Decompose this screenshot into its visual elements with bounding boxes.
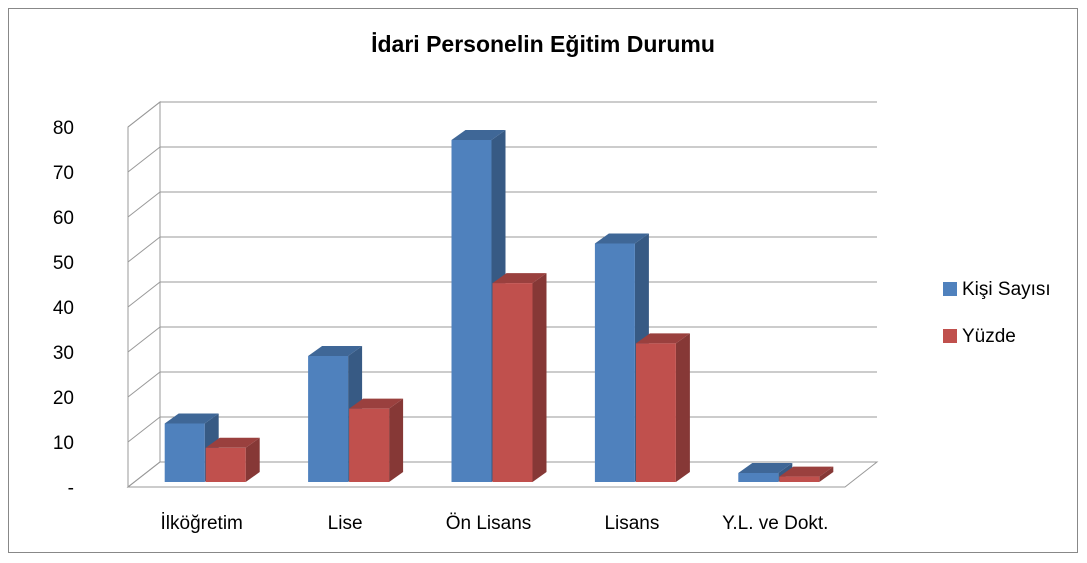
y-tick-label: 70 xyxy=(53,163,74,184)
x-tick-label: Lise xyxy=(328,513,363,534)
y-tick-label: 40 xyxy=(53,298,74,319)
bar-top xyxy=(635,333,690,344)
y-tick-label: - xyxy=(68,478,74,499)
bar-side xyxy=(389,398,404,482)
bar-top xyxy=(308,346,363,356)
bar-front xyxy=(594,243,635,482)
bar-side xyxy=(675,333,690,482)
bar-front xyxy=(779,476,820,482)
bar-top xyxy=(594,233,649,244)
x-tick-label: Ön Lisans xyxy=(446,513,532,534)
y-tick-label: 30 xyxy=(53,343,74,364)
grid-line xyxy=(127,191,877,218)
bar-front xyxy=(205,447,246,482)
bar-side xyxy=(245,437,260,482)
legend-swatch xyxy=(943,329,957,343)
bar-front xyxy=(308,356,349,482)
bar-side xyxy=(532,273,547,482)
grid-line xyxy=(127,101,877,128)
legend-label: Kişi Sayısı xyxy=(962,279,1051,300)
x-tick-label: Lisans xyxy=(604,513,659,534)
y-tick-label: 80 xyxy=(53,118,74,139)
bar-front xyxy=(451,140,492,482)
bar-top xyxy=(164,413,219,424)
bar-front xyxy=(349,408,390,482)
bar-top xyxy=(492,273,547,284)
x-tick-label: İlköğretim xyxy=(161,513,243,534)
grid-line xyxy=(127,146,877,173)
legend-label: Yüzde xyxy=(962,326,1016,347)
bar-side xyxy=(819,466,834,482)
bar xyxy=(492,273,547,482)
y-tick-label: 60 xyxy=(53,208,74,229)
chart-title: İdari Personelin Eğitim Durumu xyxy=(371,31,715,57)
bar-top xyxy=(205,437,260,448)
y-tick-label: 50 xyxy=(53,253,74,274)
bar-front xyxy=(635,343,676,482)
bar-top xyxy=(451,130,506,140)
bar xyxy=(205,437,260,482)
bar-front xyxy=(164,423,205,482)
bar-top xyxy=(779,466,834,477)
bar xyxy=(635,333,690,482)
y-tick-label: 10 xyxy=(53,433,74,454)
legend-swatch xyxy=(943,282,957,296)
bar-top xyxy=(349,398,404,409)
bar-top xyxy=(738,463,793,473)
bar xyxy=(779,466,834,482)
y-tick-label: 20 xyxy=(53,388,74,409)
x-tick-label: Y.L. ve Dokt. xyxy=(722,513,828,534)
bar-front xyxy=(492,283,533,482)
bar-front xyxy=(738,473,779,482)
bar xyxy=(349,398,404,482)
